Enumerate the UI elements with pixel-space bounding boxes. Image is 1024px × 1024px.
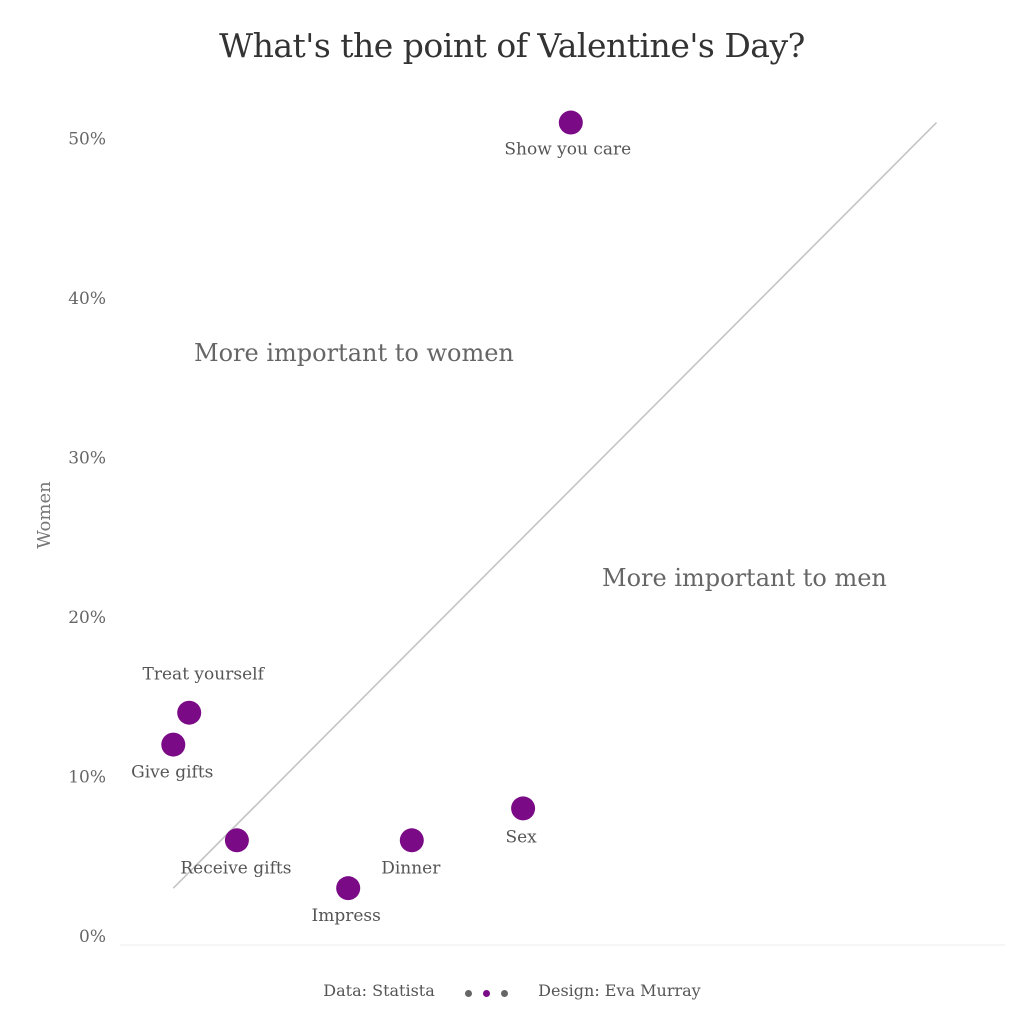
- y-tick-label: 40%: [68, 289, 106, 309]
- footer: Data: Statista Design: Eva Murray: [0, 981, 1024, 1001]
- point-label: Impress: [312, 906, 381, 926]
- diagonal-reference-line: [172, 121, 938, 889]
- y-tick-label: 30%: [68, 449, 106, 469]
- point-label: Dinner: [381, 858, 441, 878]
- footer-dots: [462, 982, 511, 1001]
- y-tick-label: 10%: [68, 768, 106, 788]
- footer-dot-purple: [482, 990, 490, 997]
- point-label: Treat yourself: [143, 665, 266, 685]
- footer-source: Data: Statista: [323, 981, 435, 1000]
- point-label: Show you care: [504, 140, 631, 160]
- scatter-point[interactable]: [399, 828, 424, 853]
- point-label: Sex: [505, 827, 537, 847]
- footer-dot-gray-left: [464, 990, 472, 997]
- y-axis-ticks: 0% 10% 20% 30% 40% 50%: [68, 130, 106, 948]
- scatter-point[interactable]: [558, 110, 583, 135]
- scatter-point[interactable]: [511, 796, 536, 821]
- region-label-women: More important to women: [194, 339, 514, 367]
- point-label: Give gifts: [131, 763, 213, 783]
- scatter-point[interactable]: [161, 732, 186, 757]
- data-points: Show you care Treat yourself Give gifts Rec…: [131, 110, 631, 926]
- y-tick-label: 0%: [79, 927, 106, 947]
- y-tick-label: 20%: [68, 608, 106, 628]
- scatter-point[interactable]: [336, 876, 361, 901]
- point-label: Receive gifts: [180, 858, 291, 878]
- scatter-point[interactable]: [224, 828, 249, 853]
- footer-design: Design: Eva Murray: [538, 981, 701, 1000]
- scatter-point[interactable]: [177, 700, 202, 725]
- y-axis-label: Women: [34, 481, 55, 549]
- region-label-men: More important to men: [602, 564, 887, 592]
- footer-dot-gray-right: [501, 990, 509, 997]
- chart-title: What's the point of Valentine's Day?: [219, 26, 805, 65]
- y-tick-label: 50%: [68, 130, 106, 150]
